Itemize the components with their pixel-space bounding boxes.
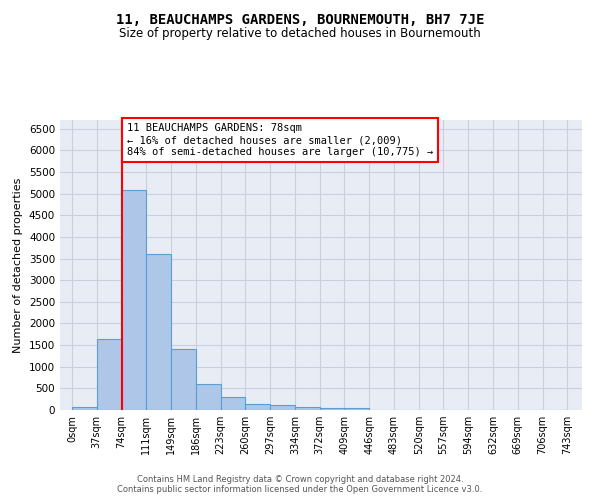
Text: Contains HM Land Registry data © Crown copyright and database right 2024.: Contains HM Land Registry data © Crown c… [137, 475, 463, 484]
Text: Size of property relative to detached houses in Bournemouth: Size of property relative to detached ho… [119, 28, 481, 40]
Bar [97, 340, 122, 410]
Bar [72, 407, 97, 410]
Bar [122, 190, 146, 410]
Bar [270, 406, 295, 410]
Text: Contains public sector information licensed under the Open Government Licence v3: Contains public sector information licen… [118, 485, 482, 494]
Bar [344, 408, 369, 410]
Bar [320, 408, 344, 410]
Y-axis label: Number of detached properties: Number of detached properties [13, 178, 23, 352]
Bar [196, 384, 221, 410]
Bar [245, 404, 270, 410]
Bar [171, 349, 196, 410]
Bar [146, 254, 171, 410]
Text: 11, BEAUCHAMPS GARDENS, BOURNEMOUTH, BH7 7JE: 11, BEAUCHAMPS GARDENS, BOURNEMOUTH, BH7… [116, 12, 484, 26]
Text: 11 BEAUCHAMPS GARDENS: 78sqm
← 16% of detached houses are smaller (2,009)
84% of: 11 BEAUCHAMPS GARDENS: 78sqm ← 16% of de… [127, 124, 433, 156]
Bar [295, 407, 320, 410]
Bar [221, 398, 245, 410]
